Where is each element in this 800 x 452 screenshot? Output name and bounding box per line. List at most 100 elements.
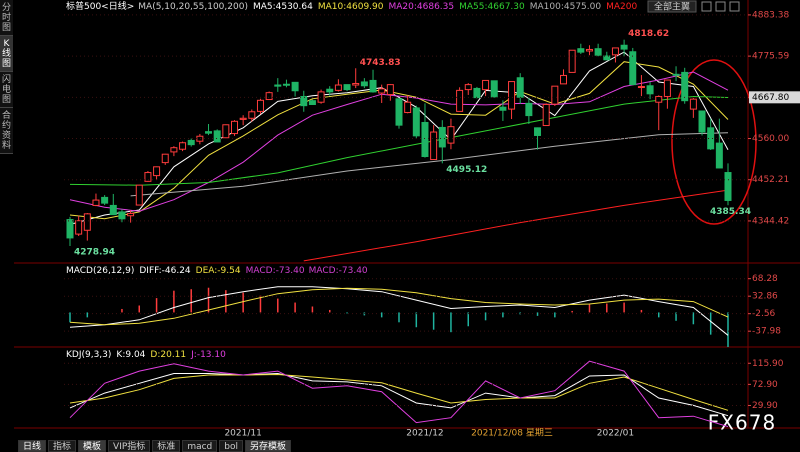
candle-body [447,126,455,144]
candle-body [551,85,559,105]
candle-body [395,98,403,126]
tab[interactable]: 另存模板 [245,440,292,452]
indicator-line [69,61,729,220]
indicator-line [69,372,729,417]
candle-body [92,199,100,206]
candle-body [118,211,126,220]
legend-entry: MA55:4667.30 [459,2,525,12]
legend-entry: MA10:4609.90 [318,2,384,12]
y-tick-label: -2.56 [752,309,776,319]
top-button[interactable] [647,0,697,13]
y-tick-label: 4883.38 [752,10,789,20]
top-button-label[interactable]: 全部主翼 [654,1,690,13]
candle-body [256,99,264,112]
y-tick-label: 115.90 [752,359,784,369]
candle-body [101,196,109,204]
price-marker-label: 4667.80 [752,93,789,103]
legend-entry: K:9.04 [116,350,145,360]
candle-body [231,120,238,135]
panel-title: 标普500<日线> [66,0,134,12]
candle-body [222,124,230,139]
candle-body [534,127,542,136]
candle-body [430,131,438,161]
candle-body [438,126,446,148]
candle-body [369,79,377,93]
candle-body [508,81,516,110]
candle-body [317,91,325,103]
candle-body [715,142,723,169]
candle-body [698,110,706,133]
candle-body [308,100,316,106]
legend-entry: MA20:4686.35 [388,2,454,12]
candle-body [689,98,697,110]
y-tick-label: 4775.59 [752,52,789,62]
tab[interactable]: macd [182,440,218,452]
candle-body [378,88,386,94]
panel-title: MACD(26,12,9) [66,266,134,276]
candle-body [594,48,602,56]
price-annotation: 4278.94 [74,247,115,257]
legend-entry: DEA:-9.54 [196,266,241,276]
candle-body [135,184,143,206]
tab[interactable]: 指标 [48,440,77,452]
candle-body [83,213,91,231]
legend-entry: J:-13.10 [190,350,226,360]
candle-body [274,84,282,87]
y-tick-label: 4452.21 [752,175,789,185]
legend-entry: MA5:4530.64 [253,2,313,12]
candle-body [386,84,394,96]
candle-body [542,104,550,127]
tab[interactable]: bol [219,440,243,452]
candle-body [291,81,299,92]
candle-body [109,204,117,216]
candle-body [585,48,593,52]
icon[interactable] [701,1,712,12]
candle-body [499,106,507,111]
price-annotation: 4495.12 [446,165,487,175]
y-tick-label: -37.98 [752,327,781,337]
price-annotation: 4385.34 [710,207,751,217]
panel-subtitle: MA(5,10,20,55,100,200) [138,2,248,12]
candle-body [213,130,221,143]
crosshair-date: 2021/12/08 星期三 [471,428,553,439]
icon[interactable] [729,1,740,12]
legend-entry: MA200 [606,2,637,12]
sidebar-tab[interactable]: 合约资料 [0,108,13,154]
panel [69,360,729,427]
price-marker [749,91,800,104]
candle-body [421,121,429,157]
tab-bar: 日线 指标 模板 VIP指标 标准 macd bol 另存模板 [0,440,800,452]
icon[interactable] [715,1,726,12]
tab[interactable]: VIP指标 [108,440,151,452]
candle-body [161,153,169,164]
price-annotation: 4743.83 [360,58,401,68]
panel-title: KDJ(9,3,3) [66,350,111,360]
candle-body [248,111,256,119]
y-tick-label: 32.86 [752,292,778,302]
tab[interactable]: 日线 [18,440,47,452]
candle-body [568,49,576,73]
sidebar-tab[interactable]: 闪电图 [0,72,13,108]
candle-body [265,92,273,101]
candle-body [637,86,645,89]
y-tick-label: 4344.42 [752,216,789,226]
candle-body [473,87,481,99]
chart: 全部主翼 2021/12/08 星期三 FX678 4883.38 4775.59… [14,0,800,439]
x-tick-label: 2021/12 [406,429,443,439]
sidebar-tab[interactable]: 分时图 [0,0,13,36]
candle-body [456,89,464,112]
x-tick-label: 2022/01 [597,429,634,439]
candle-body [66,219,74,239]
tab[interactable]: 标准 [152,440,181,452]
candle-body [577,48,585,53]
legend: MACD(26,12,9) DIFF:-46.24 DEA:-9.54 MACD:-7… [66,266,368,276]
candle-body [629,51,637,86]
candle-body [239,117,247,120]
highlight-ellipse [671,59,757,225]
tab[interactable]: 模板 [78,440,107,452]
candle-body [127,212,135,217]
x-tick-label: 2021/11 [224,429,261,439]
sidebar-tab[interactable]: K线图 [0,36,13,72]
indicator-line [130,132,729,197]
